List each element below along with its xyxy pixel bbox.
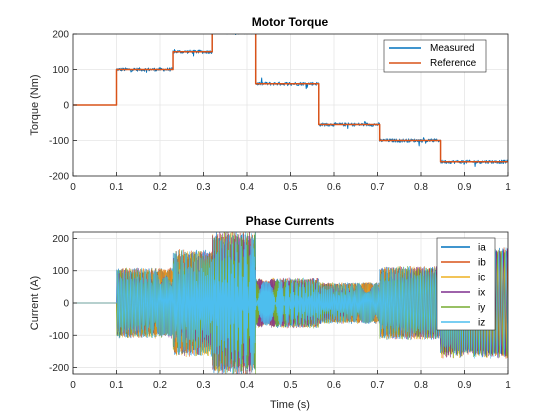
currents-axes: Phase Currents 0 0.1 0.2 0.3 0.4 0.5 0.6 0.7 0.8…	[29, 214, 511, 411]
x-tick-label: 0.3	[197, 182, 211, 193]
series-line-iz	[73, 232, 508, 374]
currents-ticks: 0 0.1 0.2 0.3 0.4 0.5 0.6 0.7 0.8 0.9 1 -200 -100 0 10…	[49, 234, 511, 391]
y-tick-label: 200	[52, 30, 69, 41]
y-tick-label: -100	[49, 136, 69, 147]
y-tick-label: -100	[49, 331, 69, 342]
x-tick-label: 0.4	[240, 380, 254, 391]
y-tick-label: 0	[63, 101, 69, 112]
torque-legend: Measured Reference	[383, 39, 487, 73]
currents-legend: ia ib ic ix iy iz	[436, 237, 496, 331]
x-tick-label: 0.9	[458, 182, 472, 193]
legend-label-ic: ic	[478, 273, 485, 284]
y-tick-label: -200	[49, 363, 69, 374]
legend-label-measured: Measured	[430, 43, 474, 54]
legend-label-reference: Reference	[430, 58, 477, 69]
currents-series-lines	[73, 232, 508, 374]
series-line-reference	[73, 34, 508, 163]
torque-series-lines	[73, 34, 508, 167]
torque-title: Motor Torque	[252, 15, 329, 29]
y-tick-label: 100	[52, 266, 69, 277]
currents-legend-box	[436, 237, 496, 331]
torque-legend-box	[383, 39, 487, 73]
currents-title: Phase Currents	[246, 214, 335, 228]
x-tick-label: 0.1	[110, 182, 124, 193]
y-tick-label: 200	[52, 234, 69, 245]
x-tick-label: 0.5	[284, 380, 298, 391]
legend-label-iz: iz	[478, 318, 485, 329]
x-tick-label: 0.8	[414, 182, 428, 193]
x-tick-label: 0.6	[327, 380, 341, 391]
legend-label-iy: iy	[478, 303, 485, 314]
x-tick-label: 0	[70, 380, 76, 391]
x-tick-label: 0.5	[284, 182, 298, 193]
x-tick-label: 0	[70, 182, 76, 193]
currents-ylabel: Current (A)	[29, 276, 41, 330]
x-tick-label: 0.3	[197, 380, 211, 391]
x-tick-label: 0.7	[371, 380, 385, 391]
x-tick-label: 1	[505, 380, 511, 391]
x-tick-label: 0.1	[110, 380, 124, 391]
y-tick-label: -200	[49, 172, 69, 183]
x-tick-label: 0.2	[153, 380, 167, 391]
torque-axes: Motor Torque 0 0.1 0.2 0.3 0.4 0.5 0.6 0.7 0.8 0.…	[29, 15, 511, 193]
y-tick-label: 100	[52, 65, 69, 76]
legend-label-ib: ib	[478, 258, 486, 269]
torque-ticks: 0 0.1 0.2 0.3 0.4 0.5 0.6 0.7 0.8 0.9 1 -200 -100 0 10…	[49, 30, 511, 194]
currents-xlabel: Time (s)	[270, 399, 310, 411]
x-tick-label: 0.8	[414, 380, 428, 391]
x-tick-label: 1	[505, 182, 511, 193]
legend-label-ix: ix	[478, 288, 485, 299]
y-tick-label: 0	[63, 299, 69, 310]
legend-label-ia: ia	[478, 243, 486, 254]
torque-ylabel: Torque (Nm)	[29, 74, 41, 135]
x-tick-label: 0.6	[327, 182, 341, 193]
x-tick-label: 0.9	[458, 380, 472, 391]
x-tick-label: 0.7	[371, 182, 385, 193]
x-tick-label: 0.4	[240, 182, 254, 193]
x-tick-label: 0.2	[153, 182, 167, 193]
